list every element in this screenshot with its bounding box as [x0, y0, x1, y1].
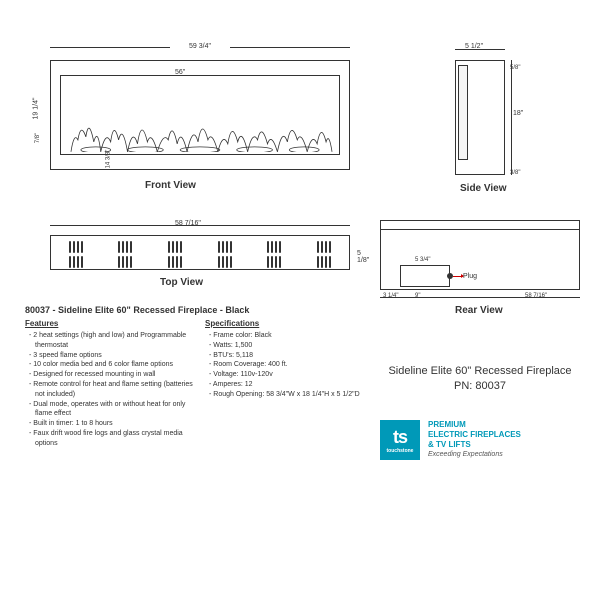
- side-inner-frame: [458, 65, 468, 160]
- product-title-line: 80037 - Sideline Elite 60" Recessed Fire…: [25, 305, 375, 315]
- spec-item: Frame color: Black: [209, 331, 375, 341]
- flames-svg: [66, 102, 334, 152]
- feature-item: Built in timer: 1 to 8 hours: [29, 419, 195, 429]
- rear-d1: 5 3/4": [415, 257, 430, 263]
- product-name-block: Sideline Elite 60" Recessed Fireplace PN…: [380, 365, 580, 392]
- tagline-4: Exceeding Expectations: [428, 451, 521, 459]
- spec-sheet: 59 3/4" 19 1/4" 7/8" 56" 14 3/8": [15, 15, 585, 585]
- spec-item: Amperes: 12: [209, 380, 375, 390]
- product-part-number: PN: 80037: [380, 380, 580, 392]
- rear-top-bar: [380, 220, 580, 230]
- specs-heading: Specifications: [205, 319, 375, 328]
- side-edge-top: 5/8": [510, 65, 520, 71]
- feature-item: Designed for recessed mounting in wall: [29, 370, 195, 380]
- top-view-label: Top View: [160, 277, 203, 288]
- brand-logo-icon: ts touchstone: [380, 420, 420, 460]
- feature-item: 3 speed flame options: [29, 351, 195, 361]
- brand-tagline: PREMIUM ELECTRIC FIREPLACES & TV LIFTS E…: [428, 420, 521, 459]
- front-width-dim: 59 3/4": [50, 43, 350, 50]
- features-list: 2 heat settings (high and low) and Progr…: [25, 331, 195, 449]
- spec-item: BTU's: 5,118: [209, 351, 375, 361]
- info-section: 80037 - Sideline Elite 60" Recessed Fire…: [25, 305, 375, 449]
- logo-ts: ts: [393, 427, 407, 448]
- rear-view-label: Rear View: [455, 305, 503, 316]
- specs-column: Specifications Frame color: Black Watts:…: [205, 319, 375, 449]
- feature-item: Remote control for heat and flame settin…: [29, 380, 195, 400]
- features-column: Features 2 heat settings (high and low) …: [25, 319, 195, 449]
- vent-row-1: [51, 241, 349, 253]
- side-edge-bot: 3/8": [510, 170, 520, 176]
- front-inner-frame: 14 3/8": [60, 75, 340, 155]
- rear-plug-box: [400, 265, 450, 287]
- flame-illustration: [66, 102, 334, 152]
- tagline-2: ELECTRIC FIREPLACES: [428, 430, 521, 440]
- tagline-3: & TV LIFTS: [428, 440, 521, 450]
- feature-item: Faux drift wood fire logs and glass crys…: [29, 429, 195, 449]
- rear-view-diagram: 5 3/4" Plug 9" 3 1/4" 58 7/16" Rear View: [375, 215, 585, 355]
- top-depth-dim: 5 1/8": [357, 250, 369, 264]
- product-display-name: Sideline Elite 60" Recessed Fireplace: [380, 365, 580, 377]
- front-height-dim: 19 1/4": [32, 98, 39, 120]
- spec-item: Rough Opening: 58 3/4"W x 18 1/4"H x 5 1…: [209, 390, 375, 400]
- front-bar-dim: 7/8": [35, 133, 41, 143]
- front-inner-height: 14 3/8": [105, 150, 111, 169]
- side-view-diagram: 5 1/2" 18" 5/8" 3/8" Side View: [415, 35, 565, 195]
- vent-row-2: [51, 256, 349, 268]
- front-view-diagram: 59 3/4" 19 1/4" 7/8" 56" 14 3/8": [25, 35, 365, 185]
- top-outer-frame: [50, 235, 350, 270]
- logo-sub: touchstone: [387, 448, 414, 454]
- rear-width-dim: 58 7/16": [525, 293, 547, 299]
- brand-logo-area: ts touchstone PREMIUM ELECTRIC FIREPLACE…: [380, 420, 580, 460]
- feature-item: Dual mode, operates with or without heat…: [29, 400, 195, 420]
- side-view-label: Side View: [460, 183, 507, 194]
- tagline-1: PREMIUM: [428, 420, 521, 430]
- features-heading: Features: [25, 319, 195, 328]
- spec-item: Room Coverage: 400 ft.: [209, 360, 375, 370]
- specs-list: Frame color: Black Watts: 1,500 BTU's: 5…: [205, 331, 375, 400]
- feature-item: 2 heat settings (high and low) and Progr…: [29, 331, 195, 351]
- spec-item: Voltage: 110v-120v: [209, 370, 375, 380]
- top-view-diagram: 58 7/16" 5 1/8" Top View: [25, 215, 365, 285]
- rear-d3: 3 1/4": [383, 293, 398, 299]
- feature-item: 10 color media bed and 6 color flame opt…: [29, 360, 195, 370]
- rear-d2: 9": [415, 293, 420, 299]
- plug-label: Plug: [463, 273, 477, 280]
- side-height-dim: 18": [513, 110, 523, 117]
- spec-item: Watts: 1,500: [209, 341, 375, 351]
- front-view-label: Front View: [145, 180, 196, 191]
